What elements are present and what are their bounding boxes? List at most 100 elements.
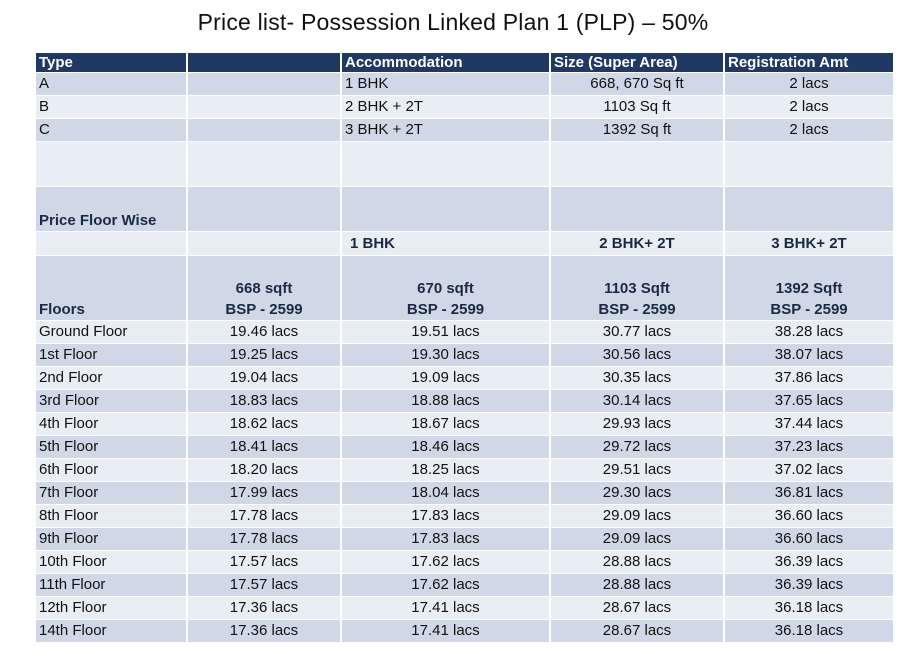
price-cell: 29.30 lacs — [550, 481, 725, 505]
floor-row: 6th Floor 18.20 lacs 18.25 lacs 29.51 lacs 3… — [36, 458, 895, 482]
header-size: Size (Super Area) — [550, 53, 725, 73]
page-title: Price list- Possession Linked Plan 1 (PL… — [197, 9, 709, 35]
column-size: 1392 Sqft — [775, 280, 843, 297]
floor-row: 2nd Floor 19.04 lacs 19.09 lacs 30.35 lacs 3… — [36, 366, 895, 390]
column-subheader: 1103 Sqft BSP - 2599 — [550, 255, 725, 321]
floor-row: 1st Floor 19.25 lacs 19.30 lacs 30.56 lacs 3… — [36, 343, 895, 367]
price-cell: 29.93 lacs — [550, 412, 725, 436]
column-subheader: 668 sqft BSP - 2599 — [187, 255, 342, 321]
type-row: C 3 BHK + 2T 1392 Sq ft 2 lacs — [36, 118, 895, 142]
price-cell: 37.44 lacs — [724, 412, 895, 436]
price-cell: 36.60 lacs — [724, 504, 895, 528]
column-bsp: BSP - 2599 — [225, 301, 303, 318]
price-cell: 37.86 lacs — [724, 366, 895, 390]
price-cell: 17.62 lacs — [341, 550, 551, 574]
price-cell: 17.62 lacs — [341, 573, 551, 597]
price-cell: 19.30 lacs — [341, 343, 551, 367]
price-cell: 17.99 lacs — [187, 481, 342, 505]
price-cell: 17.57 lacs — [187, 573, 342, 597]
price-cell: 30.14 lacs — [550, 389, 725, 413]
header-registration: Registration Amt — [724, 53, 895, 73]
price-cell: 17.36 lacs — [187, 619, 342, 643]
price-cell: 36.60 lacs — [724, 527, 895, 551]
price-cell: 19.51 lacs — [341, 320, 551, 344]
price-cell: 19.04 lacs — [187, 366, 342, 390]
price-cell: 17.57 lacs — [187, 550, 342, 574]
empty-cell — [187, 118, 342, 142]
empty-cell — [724, 186, 895, 232]
price-cell: 28.88 lacs — [550, 550, 725, 574]
unit-3bhk: 3 BHK+ 2T — [724, 231, 895, 256]
floor-name: 6th Floor — [36, 458, 188, 482]
empty-cell — [187, 72, 342, 96]
price-cell: 36.39 lacs — [724, 573, 895, 597]
price-floor-wise-row: Price Floor Wise — [36, 186, 895, 232]
price-cell: 38.28 lacs — [724, 320, 895, 344]
type-cell: B — [36, 95, 188, 119]
price-cell: 18.25 lacs — [341, 458, 551, 482]
price-cell: 37.65 lacs — [724, 389, 895, 413]
floor-row: 3rd Floor 18.83 lacs 18.88 lacs 30.14 lacs 3… — [36, 389, 895, 413]
column-bsp: BSP - 2599 — [406, 301, 485, 318]
price-cell: 37.23 lacs — [724, 435, 895, 459]
unit-2bhk: 2 BHK+ 2T — [550, 231, 725, 256]
price-cell: 30.35 lacs — [550, 366, 725, 390]
price-cell: 29.72 lacs — [550, 435, 725, 459]
floor-name: 10th Floor — [36, 550, 188, 574]
price-cell: 17.78 lacs — [187, 527, 342, 551]
empty-cell — [187, 231, 342, 256]
price-cell: 28.88 lacs — [550, 573, 725, 597]
floor-row: 14th Floor 17.36 lacs 17.41 lacs 28.67 lacs… — [36, 619, 895, 643]
floor-name: 12th Floor — [36, 596, 188, 620]
price-cell: 17.36 lacs — [187, 596, 342, 620]
empty-cell — [341, 141, 551, 187]
accommodation-cell: 1 BHK — [341, 72, 551, 96]
price-cell: 30.56 lacs — [550, 343, 725, 367]
floor-row: 5th Floor 18.41 lacs 18.46 lacs 29.72 lacs 3… — [36, 435, 895, 459]
column-subheader: 1392 Sqft BSP - 2599 — [724, 255, 895, 321]
floor-name: 5th Floor — [36, 435, 188, 459]
column-subheader-row: Floors 668 sqft BSP - 2599 670 sqft BSP … — [36, 255, 895, 321]
floor-row: 12th Floor 17.36 lacs 17.41 lacs 28.67 lacs… — [36, 596, 895, 620]
empty-cell — [341, 186, 551, 232]
column-size: 668 sqft — [235, 280, 293, 297]
price-cell: 17.83 lacs — [341, 504, 551, 528]
price-cell: 38.07 lacs — [724, 343, 895, 367]
price-cell: 29.09 lacs — [550, 504, 725, 528]
price-cell: 36.39 lacs — [724, 550, 895, 574]
size-cell: 668, 670 Sq ft — [550, 72, 725, 96]
size-cell: 1103 Sq ft — [550, 95, 725, 119]
price-cell: 17.83 lacs — [341, 527, 551, 551]
price-cell: 36.81 lacs — [724, 481, 895, 505]
empty-cell — [550, 186, 725, 232]
price-floor-wise-label: Price Floor Wise — [36, 186, 188, 232]
size-cell: 1392 Sq ft — [550, 118, 725, 142]
empty-cell — [36, 141, 188, 187]
registration-cell: 2 lacs — [724, 118, 895, 142]
price-cell: 29.51 lacs — [550, 458, 725, 482]
unit-type-row: 1 BHK 2 BHK+ 2T 3 BHK+ 2T — [36, 231, 895, 256]
floor-name: Ground Floor — [36, 320, 188, 344]
floor-name: 7th Floor — [36, 481, 188, 505]
price-cell: 18.46 lacs — [341, 435, 551, 459]
floor-name: 2nd Floor — [36, 366, 188, 390]
type-cell: C — [36, 118, 188, 142]
column-size: 1103 Sqft — [604, 280, 670, 297]
floor-name: 14th Floor — [36, 619, 188, 643]
empty-cell — [187, 141, 342, 187]
price-cell: 17.41 lacs — [341, 619, 551, 643]
column-size: 670 sqft — [417, 280, 474, 297]
empty-cell — [550, 141, 725, 187]
price-cell: 17.78 lacs — [187, 504, 342, 528]
header-blank — [187, 53, 342, 73]
floor-name: 11th Floor — [36, 573, 188, 597]
registration-cell: 2 lacs — [724, 95, 895, 119]
price-cell: 18.62 lacs — [187, 412, 342, 436]
price-cell: 29.09 lacs — [550, 527, 725, 551]
price-cell: 19.25 lacs — [187, 343, 342, 367]
accommodation-cell: 3 BHK + 2T — [341, 118, 551, 142]
column-subheader: 670 sqft BSP - 2599 — [341, 255, 551, 321]
empty-cell — [36, 231, 188, 256]
registration-cell: 2 lacs — [724, 72, 895, 96]
floor-name: 3rd Floor — [36, 389, 188, 413]
